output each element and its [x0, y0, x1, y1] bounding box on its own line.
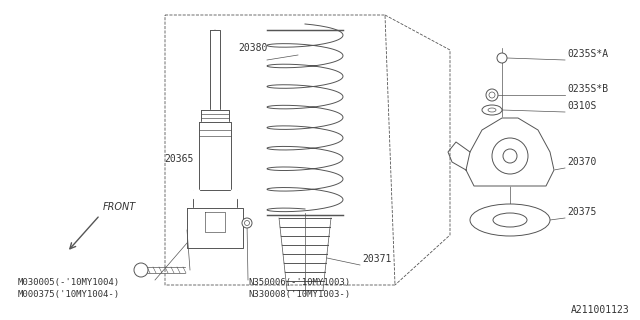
Circle shape	[497, 53, 507, 63]
Polygon shape	[210, 30, 220, 115]
Polygon shape	[466, 118, 554, 186]
Polygon shape	[199, 122, 231, 195]
Text: 0235S*B: 0235S*B	[567, 84, 608, 94]
Text: A211001123: A211001123	[572, 305, 630, 315]
Polygon shape	[231, 190, 237, 198]
Text: N350006(-'10MY1003): N350006(-'10MY1003)	[248, 278, 350, 287]
Polygon shape	[193, 190, 237, 208]
Text: 20371: 20371	[362, 254, 392, 264]
Text: 20380: 20380	[239, 43, 268, 53]
Polygon shape	[201, 110, 229, 122]
Text: N330008('10MY1003-): N330008('10MY1003-)	[248, 290, 350, 299]
Circle shape	[134, 263, 148, 277]
Ellipse shape	[470, 204, 550, 236]
Circle shape	[486, 89, 498, 101]
Ellipse shape	[493, 213, 527, 227]
Text: 20370: 20370	[567, 157, 596, 167]
Text: FRONT: FRONT	[103, 202, 136, 212]
Polygon shape	[193, 190, 199, 198]
Text: M000375('10MY1004-): M000375('10MY1004-)	[18, 290, 120, 299]
Polygon shape	[205, 212, 225, 232]
Circle shape	[242, 218, 252, 228]
Ellipse shape	[482, 105, 502, 115]
Polygon shape	[187, 208, 243, 248]
Text: 0235S*A: 0235S*A	[567, 49, 608, 59]
Circle shape	[492, 138, 528, 174]
Text: 20365: 20365	[164, 154, 194, 164]
Text: M030005(-'10MY1004): M030005(-'10MY1004)	[18, 278, 120, 287]
Circle shape	[503, 149, 517, 163]
Text: 20375: 20375	[567, 207, 596, 217]
Text: 0310S: 0310S	[567, 101, 596, 111]
